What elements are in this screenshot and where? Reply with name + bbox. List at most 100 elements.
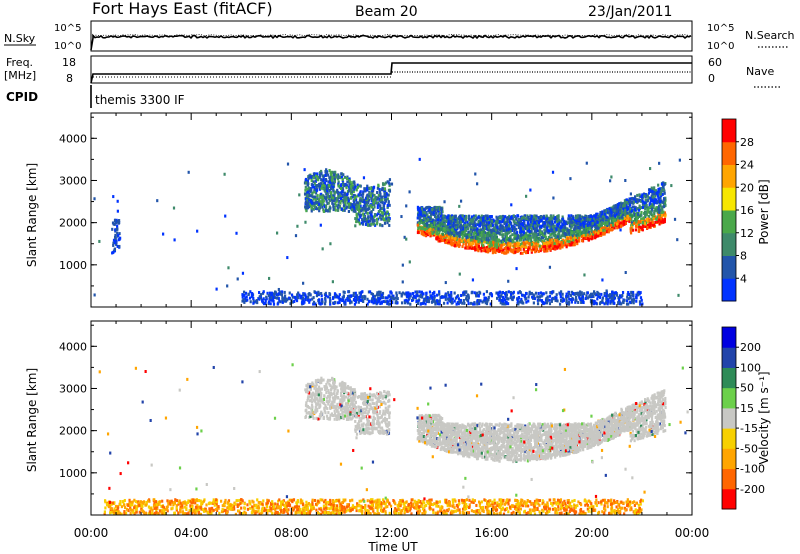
- data-cell: [355, 206, 358, 210]
- data-cell: [605, 226, 608, 230]
- data-cell: [334, 293, 337, 297]
- data-cell: [461, 217, 464, 221]
- data-cell: [601, 212, 604, 216]
- data-cell: [438, 302, 441, 306]
- data-cell: [611, 227, 614, 231]
- data-cell: [600, 227, 604, 231]
- data-cell: [575, 220, 578, 224]
- data-cell: [356, 219, 359, 223]
- data-cell: [492, 238, 495, 242]
- data-cell: [304, 181, 307, 185]
- data-cell: [472, 232, 475, 236]
- data-cell: [495, 291, 498, 295]
- data-cell: [513, 227, 516, 231]
- data-cell: [648, 225, 651, 229]
- data-cell: [650, 213, 653, 217]
- data-cell: [304, 192, 307, 196]
- data-cell: [446, 301, 449, 305]
- data-cell: [335, 199, 338, 203]
- data-cell: [334, 202, 337, 206]
- data-cell: [268, 295, 272, 299]
- data-cell: [473, 214, 476, 218]
- data-cell: [430, 212, 433, 216]
- data-cell: [602, 226, 605, 230]
- data-cell: [386, 203, 389, 207]
- data-cell: [315, 185, 318, 189]
- data-cell: [550, 216, 553, 220]
- data-cell: [644, 220, 647, 224]
- data-cell: [348, 177, 351, 181]
- data-cell: [356, 204, 359, 208]
- data-cell: [651, 223, 654, 227]
- data-cell: [608, 211, 611, 215]
- data-cell: [655, 217, 658, 221]
- data-cell: [648, 218, 651, 222]
- data-cell: [578, 236, 581, 240]
- data-cell: [657, 205, 661, 209]
- data-cell: [522, 227, 525, 231]
- data-cell: [366, 211, 369, 215]
- data-cell: [319, 184, 322, 188]
- data-cell: [591, 216, 594, 220]
- data-cell: [607, 222, 610, 226]
- data-cell: [455, 242, 458, 246]
- data-cell: [317, 182, 321, 186]
- data-cell: [471, 221, 474, 225]
- data-cell: [318, 209, 321, 213]
- data-cell: [639, 220, 642, 224]
- data-cell: [486, 239, 489, 243]
- data-cell: [335, 203, 338, 207]
- data-cell: [627, 297, 630, 301]
- data-cell: [638, 204, 641, 208]
- data-cell: [631, 196, 634, 200]
- data-cell: [369, 204, 372, 208]
- data-cell: [379, 209, 382, 213]
- data-cell: [308, 174, 311, 178]
- data-cell: [329, 178, 332, 182]
- data-cell: [112, 222, 115, 226]
- data-cell: [343, 183, 346, 187]
- data-cell: [484, 249, 487, 253]
- data-cell: [613, 209, 616, 213]
- data-cell: [373, 205, 376, 209]
- data-cell: [601, 217, 604, 221]
- data-cell: [497, 238, 500, 242]
- data-cell: [505, 226, 508, 230]
- data-cell: [487, 228, 490, 232]
- data-cell: [461, 235, 464, 239]
- data-cell: [550, 238, 553, 242]
- data-cell: [388, 294, 391, 298]
- data-cell: [379, 290, 382, 294]
- data-cell: [421, 213, 425, 217]
- data-cell: [655, 200, 658, 204]
- data-cell: [347, 209, 350, 213]
- data-cell: [529, 244, 532, 248]
- data-cell: [449, 239, 452, 243]
- data-cell: [585, 294, 588, 298]
- data-cell: [488, 215, 492, 219]
- data-cell: [344, 182, 347, 186]
- data-cell: [565, 245, 568, 249]
- data-cell: [453, 236, 456, 240]
- data-cell: [471, 229, 474, 233]
- data-cell: [593, 228, 597, 232]
- data-cell: [458, 217, 461, 221]
- data-cell: [545, 229, 548, 233]
- data-cell: [652, 200, 655, 204]
- data-cell: [485, 245, 488, 249]
- data-cell: [495, 296, 499, 300]
- data-cell: [597, 214, 600, 218]
- data-cell: [328, 199, 332, 203]
- data-cell: [322, 183, 325, 187]
- data-cell: [534, 234, 537, 238]
- data-cell: [466, 245, 469, 249]
- data-cell: [465, 215, 468, 219]
- data-cell: [441, 206, 444, 210]
- data-cell: [449, 220, 453, 224]
- data-cell: [242, 290, 246, 294]
- data-cell: [321, 184, 324, 188]
- data-cell: [304, 205, 307, 209]
- data-cell: [651, 189, 654, 193]
- data-cell: [458, 230, 462, 234]
- data-cell: [577, 214, 580, 218]
